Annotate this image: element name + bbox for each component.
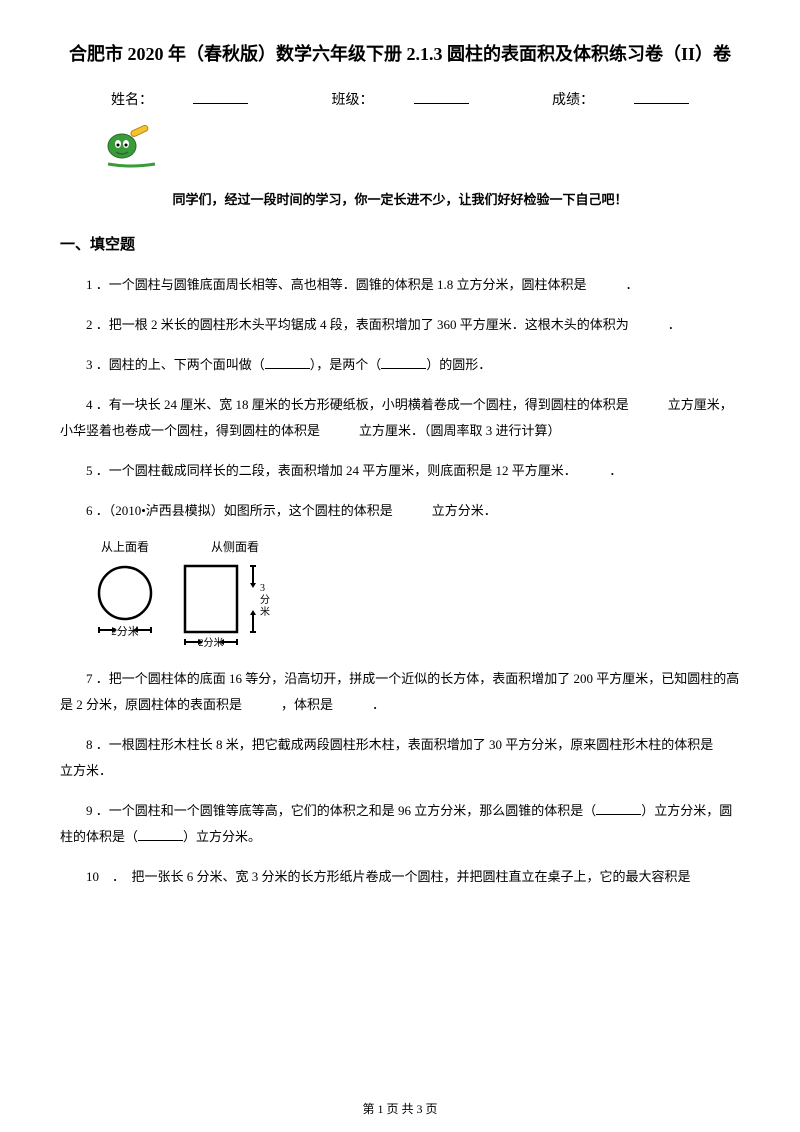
svg-text:分: 分 [260, 594, 270, 606]
blank[interactable] [381, 357, 426, 369]
question-9: 9 ．一个圆柱和一个圆锥等底等高，它们的体积之和是 96 立方分米，那么圆锥的体… [60, 798, 740, 850]
name-blank[interactable] [193, 90, 248, 104]
page-title: 合肥市 2020 年（春秋版）数学六年级下册 2.1.3 圆柱的表面积及体积练习… [60, 40, 740, 69]
name-label: 姓名： [91, 93, 268, 108]
score-blank[interactable] [634, 90, 689, 104]
page-footer: 第 1 页 共 3 页 [0, 1100, 800, 1117]
width-text: 2分米 [111, 625, 139, 638]
section-heading: 一、填空题 [60, 233, 740, 254]
svg-text:2分米: 2分米 [199, 636, 224, 649]
question-1: 1 ．一个圆柱与圆锥底面周长相等、高也相等．圆锥的体积是 1.8 立方分米，圆柱… [60, 272, 740, 298]
question-7: 7 ．把一个圆柱体的底面 16 等分，沿高切开，拼成一个近似的长方体，表面积增加… [60, 666, 740, 718]
question-5: 5 ．一个圆柱截成同样长的二段，表面积增加 24 平方厘米，则底面积是 12 平… [60, 458, 740, 484]
top-view-label: 从上面看 [90, 538, 160, 555]
question-6: 6 ．（2010•泸西县模拟）如图所示，这个圆柱的体积是 立方分米． [60, 498, 740, 524]
encouragement-text: 同学们，经过一段时间的学习，你一定长进不少，让我们好好检验一下自己吧！ [60, 189, 740, 208]
class-label: 班级： [312, 93, 489, 108]
class-blank[interactable] [414, 90, 469, 104]
question-2: 2 ．把一根 2 米长的圆柱形木头平均锯成 4 段，表面积增加了 360 平方厘… [60, 312, 740, 338]
blank[interactable] [596, 803, 641, 815]
score-label: 成绩： [532, 93, 709, 108]
svg-text:米: 米 [260, 605, 270, 618]
question-8: 8 ．一根圆柱形木柱长 8 米，把它截成两段圆柱形木柱，表面积增加了 30 平方… [60, 732, 740, 784]
side-view: 从侧面看 3 分 米 2分米 [180, 538, 290, 651]
blank[interactable] [138, 829, 183, 841]
side-view-label: 从侧面看 [180, 538, 290, 555]
cylinder-diagram: 从上面看 2分米 从侧面看 [90, 538, 740, 651]
question-10: 10 ． 把一张长 6 分米、宽 3 分米的长方形纸片卷成一个圆柱，并把圆柱直立… [60, 864, 740, 890]
info-row: 姓名： 班级： 成绩： [60, 89, 740, 109]
top-view: 从上面看 2分米 [90, 538, 160, 641]
question-3: 3 ．圆柱的上、下两个面叫做（），是两个（）的圆形． [60, 352, 740, 378]
mascot-icon [100, 124, 740, 179]
height-text: 3 [260, 583, 265, 594]
question-4: 4 ．有一块长 24 厘米、宽 18 厘米的长方形硬纸板，小明横着卷成一个圆柱，… [60, 392, 740, 444]
blank[interactable] [265, 357, 310, 369]
